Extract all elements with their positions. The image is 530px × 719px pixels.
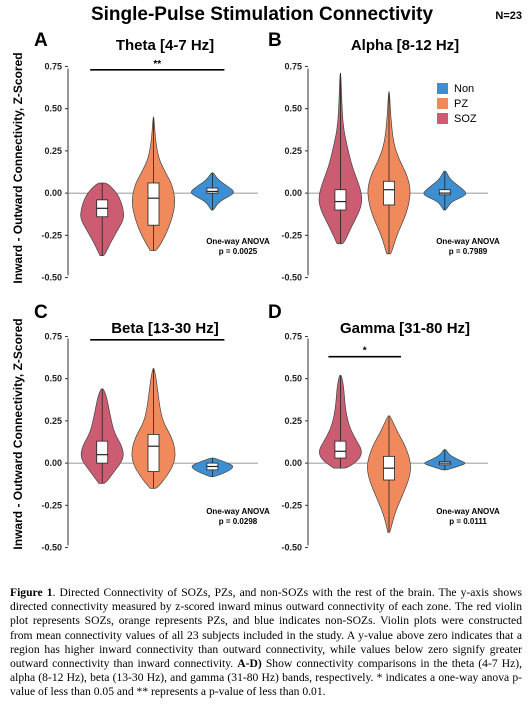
- y-tick-label: 0.75: [44, 61, 62, 71]
- violin-pz: [367, 415, 411, 533]
- legend-swatch: [437, 98, 448, 109]
- p-value-label: p = 0.7989: [449, 247, 488, 256]
- violin-non: [191, 457, 234, 477]
- y-tick-label: 0.50: [44, 374, 62, 384]
- legend-swatch: [437, 113, 448, 124]
- violin-non: [424, 449, 466, 471]
- p-value-label: p = 0.0111: [449, 517, 487, 526]
- p-value-label: p = 0.0298: [219, 517, 258, 526]
- violin-soz: [319, 374, 362, 469]
- legend-item-pz: PZ: [437, 98, 468, 110]
- box-iqr: [206, 187, 219, 194]
- violin-soz: [80, 182, 125, 256]
- y-tick-label: 0.00: [284, 188, 302, 198]
- box-iqr: [438, 189, 451, 196]
- legend: Non PZ SOZ: [437, 83, 477, 125]
- caption-text-part1: . Directed Connectivity of SOZs, PZs, an…: [10, 586, 523, 671]
- panel-C: C Beta [13-30 Hz] -0.50 -0.25 0.00 0.25 0.50 0.…: [34, 302, 270, 553]
- caption-text-part2: Show connectivity comparisons in the the…: [10, 657, 522, 699]
- box-iqr: [334, 189, 347, 211]
- legend-swatch: [437, 83, 448, 94]
- sample-size-label: N=23: [495, 10, 522, 22]
- figure-title: Single-Pulse Stimulation Connectivity: [91, 4, 433, 25]
- y-tick-label: 0.00: [284, 458, 302, 468]
- y-tick-label: 0.75: [284, 61, 302, 71]
- y-tick-label: -0.25: [41, 230, 62, 240]
- y-axis-label-top: Inward - Outward Connectivity, Z-Scored: [11, 52, 25, 283]
- significance-label: *: [155, 329, 159, 340]
- panel-title: Theta [4-7 Hz]: [116, 37, 214, 54]
- violin-pz: [131, 368, 176, 489]
- figure-caption: Figure 1. Directed Connectivity of SOZs,…: [10, 586, 522, 700]
- panel-title: Gamma [31-80 Hz]: [340, 320, 470, 337]
- legend-item-soz: SOZ: [437, 113, 477, 125]
- y-tick-label: 0.75: [44, 331, 62, 341]
- y-tick-label: 0.50: [284, 104, 302, 114]
- box-iqr: [383, 180, 395, 206]
- panel-letter: C: [34, 302, 48, 323]
- panel-A: A Theta [4-7 Hz] -0.50 -0.25 0.00 0.25 0.50 0.7…: [34, 30, 270, 283]
- y-tick-label: -0.50: [41, 273, 62, 283]
- violin-non: [190, 172, 234, 211]
- y-tick-label: 0.50: [284, 374, 302, 384]
- violin-soz: [318, 72, 363, 245]
- y-axis-label-bottom: Inward - Outward Connectivity, Z-Scored: [11, 318, 25, 549]
- panel-letter: A: [34, 30, 48, 51]
- caption-panel-label: A-D): [237, 657, 262, 671]
- box-iqr: [147, 182, 160, 226]
- legend-label: PZ: [454, 98, 468, 110]
- anova-label: One-way ANOVA: [436, 237, 500, 246]
- violin-pz: [367, 91, 411, 255]
- panel-title: Alpha [8-12 Hz]: [351, 37, 459, 54]
- y-tick-label: -0.25: [281, 500, 302, 510]
- significance-label: **: [153, 59, 161, 70]
- y-tick-label: 0.25: [284, 146, 302, 156]
- y-tick-label: 0.75: [284, 331, 302, 341]
- y-tick-label: 0.00: [44, 458, 62, 468]
- panel-B: B Alpha [8-12 Hz] -0.50 -0.25 0.00 0.25 0.50 0.…: [268, 30, 500, 283]
- box-iqr: [96, 440, 109, 464]
- y-tick-label: 0.25: [44, 416, 62, 426]
- panels-group: A Theta [4-7 Hz] -0.50 -0.25 0.00 0.25 0.50 0.7…: [34, 30, 500, 553]
- anova-label: One-way ANOVA: [436, 507, 500, 516]
- panel-title: Beta [13-30 Hz]: [111, 320, 219, 337]
- panel-letter: D: [268, 302, 282, 323]
- panel-letter: B: [268, 30, 282, 51]
- y-tick-label: -0.50: [41, 543, 62, 553]
- p-value-label: p = 0.0025: [219, 247, 258, 256]
- violin-soz: [80, 388, 124, 484]
- figure-canvas: Single-Pulse Stimulation Connectivity N=…: [11, 4, 522, 553]
- panel-D: D Gamma [31-80 Hz] -0.50 -0.25 0.00 0.25 0.50 0…: [268, 302, 500, 553]
- y-tick-label: -0.50: [281, 273, 302, 283]
- legend-label: Non: [454, 83, 474, 95]
- y-tick-label: -0.50: [281, 543, 302, 553]
- violin-pz: [131, 116, 176, 251]
- box-iqr: [334, 440, 347, 459]
- y-tick-label: -0.25: [41, 500, 62, 510]
- legend-item-non: Non: [437, 83, 474, 95]
- violin-non: [423, 170, 467, 211]
- y-tick-label: 0.00: [44, 188, 62, 198]
- legend-label: SOZ: [454, 113, 477, 125]
- y-tick-label: 0.25: [284, 416, 302, 426]
- caption-label: Figure 1: [10, 586, 53, 599]
- y-tick-label: -0.25: [281, 230, 302, 240]
- anova-label: One-way ANOVA: [206, 237, 270, 246]
- box-iqr: [147, 433, 160, 472]
- y-tick-label: 0.50: [44, 104, 62, 114]
- significance-label: *: [363, 346, 367, 357]
- anova-label: One-way ANOVA: [206, 507, 270, 516]
- y-tick-label: 0.25: [44, 146, 62, 156]
